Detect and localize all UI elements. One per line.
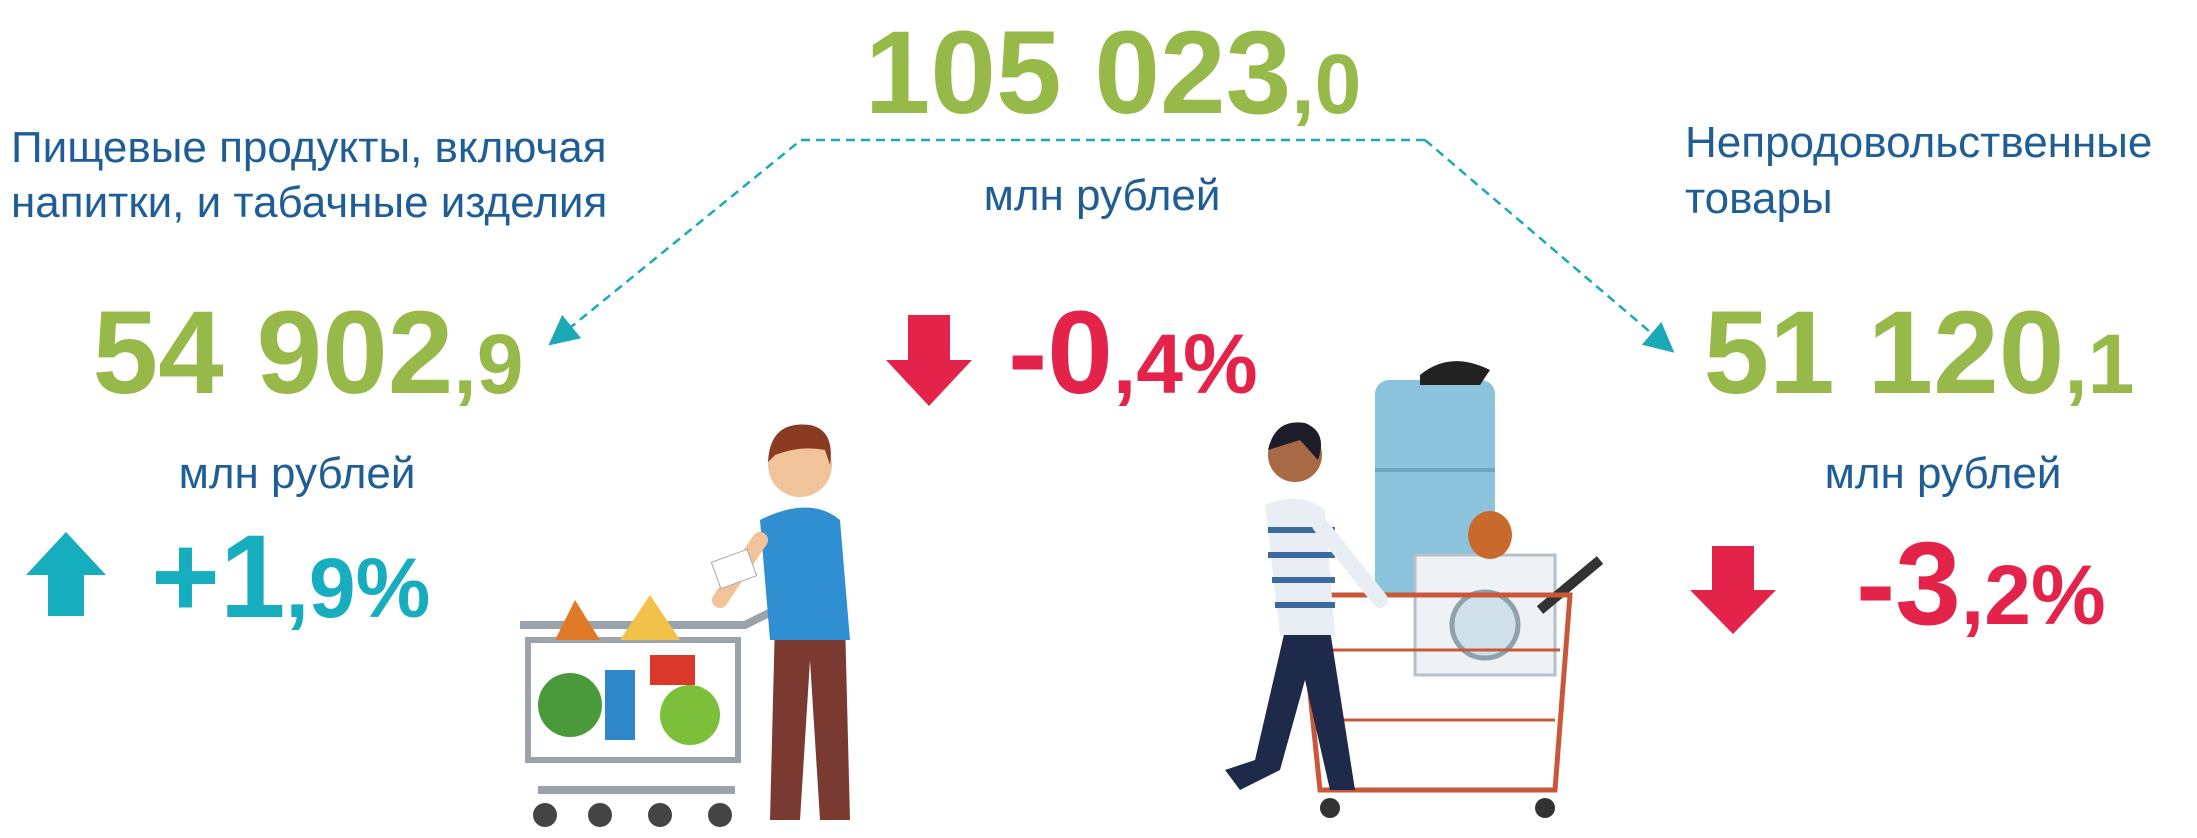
food-value-decimal: ,9 [453, 317, 523, 411]
nonfood-value-main: 51 120 [1704, 287, 2065, 419]
up-arrow [26, 532, 106, 616]
total-value-main: 105 023 [865, 7, 1292, 139]
nonfood-value-decimal: ,1 [2064, 317, 2134, 411]
total-change-main: -0 [1008, 287, 1113, 419]
nonfood-change-main: -3 [1856, 518, 1961, 650]
nonfood-unit: млн рублей [1825, 449, 2062, 498]
food-change-main: +1 [151, 511, 286, 643]
illustration-shopper [520, 424, 850, 827]
down-arrow [1690, 546, 1776, 634]
down-arrow [886, 315, 972, 406]
connector-left [560, 140, 1425, 336]
food-change-rest: ,9% [286, 541, 431, 635]
nonfood-change: -3,2% [1856, 518, 2106, 650]
food-change: +1,9% [151, 511, 430, 643]
total-change: -0,4% [1008, 287, 1258, 419]
total-change-rest: ,4% [1113, 317, 1258, 411]
total-unit: млн рублей [984, 171, 1221, 220]
food-label-line: напитки, и табачные изделия [11, 178, 607, 227]
nonfood-change-rest: ,2% [1961, 548, 2106, 642]
food-value: 54 902,9 [93, 287, 524, 419]
nonfood-label-line: товары [1685, 174, 1833, 223]
food-label-line: Пищевые продукты, включая [11, 123, 607, 172]
nonfood-label-line: Непродовольственные [1685, 118, 2152, 167]
infographic: 105 023,0 млн рублей -0,4% Пищевые проду… [0, 0, 2197, 838]
total-value: 105 023,0 [865, 7, 1362, 139]
food-value-main: 54 902 [93, 287, 454, 419]
total-value-decimal: ,0 [1291, 37, 1361, 131]
connector-right [1425, 140, 1663, 343]
nonfood-value: 51 120,1 [1704, 287, 2135, 419]
food-unit: млн рублей [179, 449, 416, 498]
illustration-appliances [1225, 361, 1600, 818]
